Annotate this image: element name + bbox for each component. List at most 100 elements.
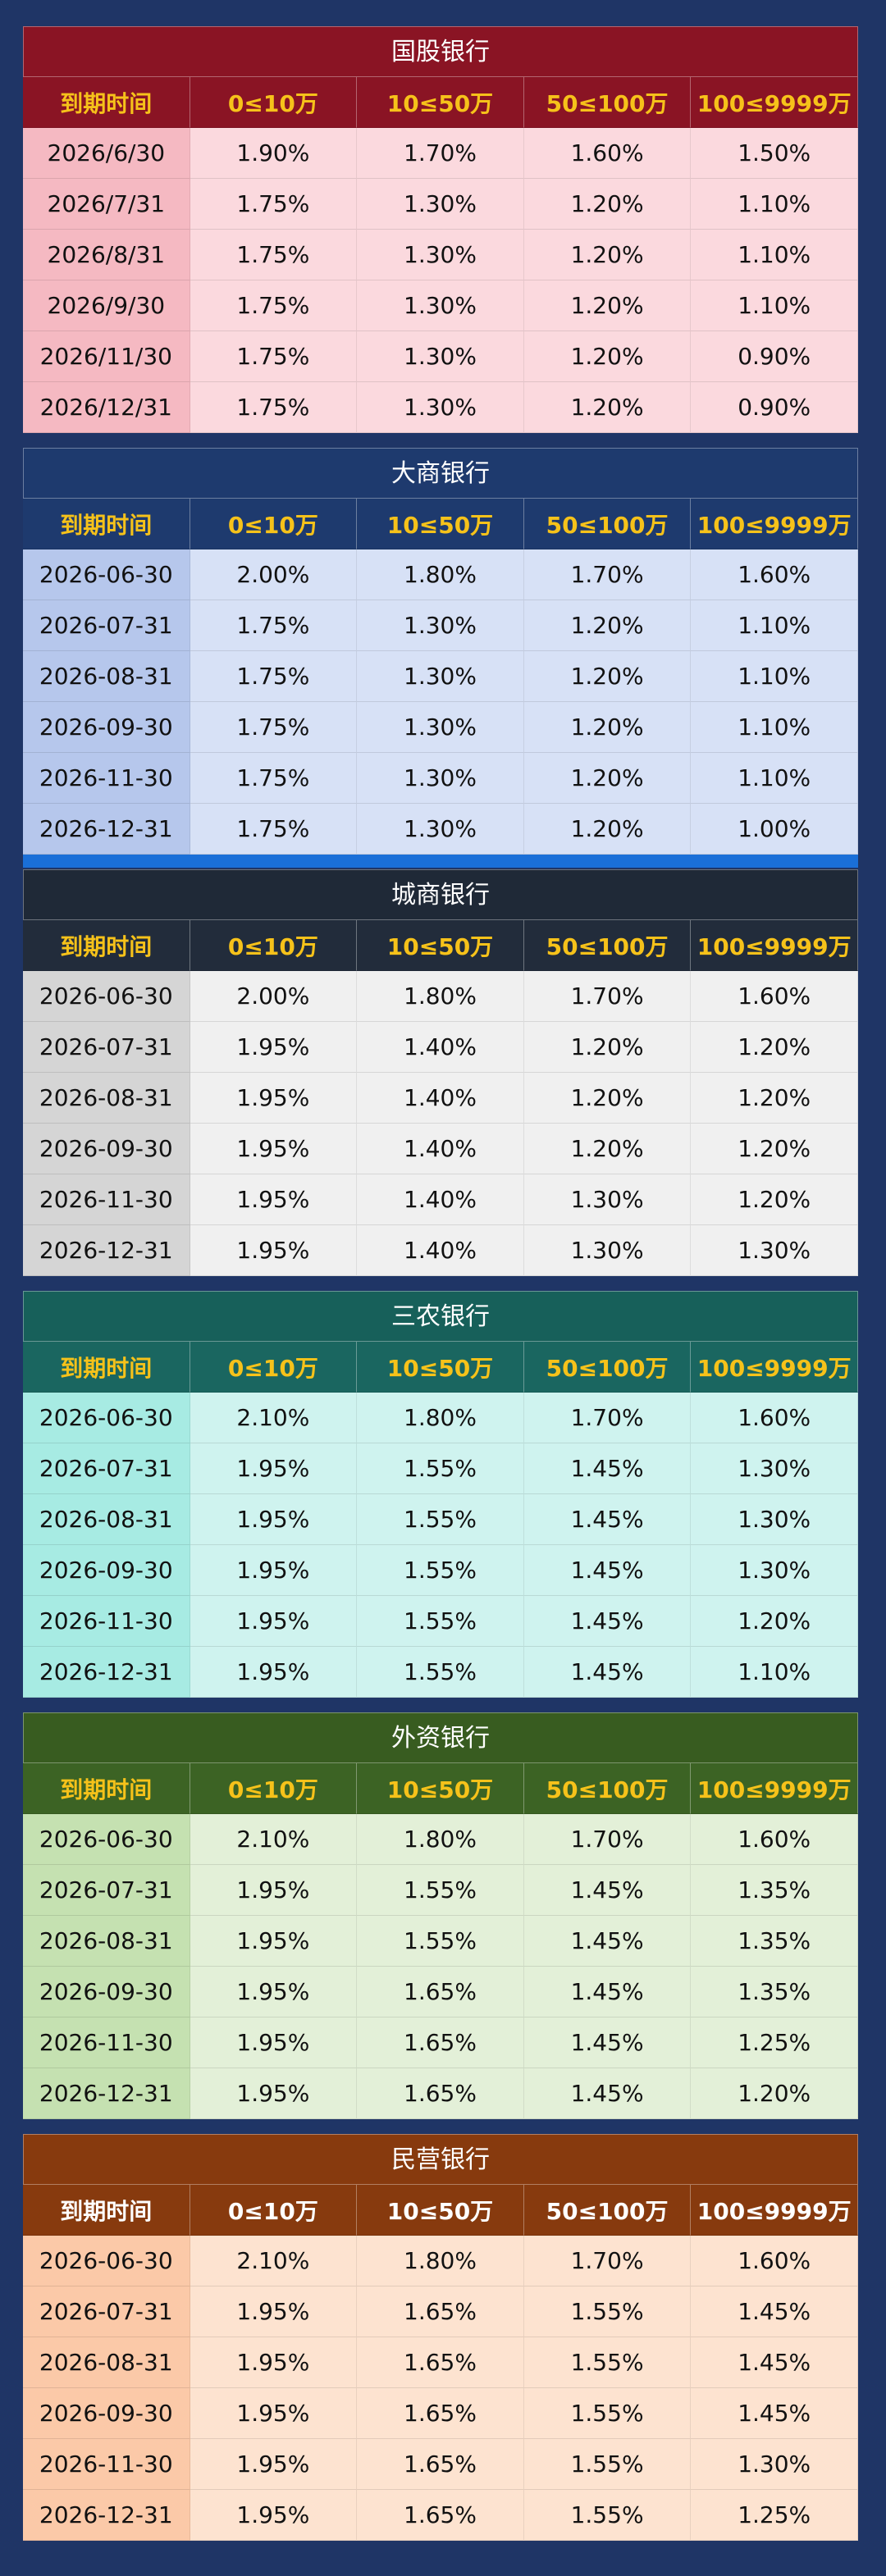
data-row: 2026-06-30 2.00% 1.80% 1.70% 1.60% — [23, 971, 858, 1022]
table-title: 三农银行 — [23, 1291, 858, 1342]
rate-cell: 1.95% — [190, 1916, 358, 1967]
rate-cell: 1.55% — [357, 1545, 524, 1596]
rate-cell: 2.10% — [190, 2236, 358, 2286]
data-row: 2026-08-31 1.75% 1.30% 1.20% 1.10% — [23, 651, 858, 702]
rate-cell: 1.20% — [523, 179, 692, 230]
rate-cell: 1.75% — [190, 651, 358, 702]
rate-cell: 1.60% — [691, 549, 858, 600]
rate-cell: 1.95% — [190, 2017, 358, 2068]
rate-cell: 1.60% — [691, 2236, 858, 2286]
data-row: 2026/12/31 1.75% 1.30% 1.20% 0.90% — [23, 382, 858, 433]
rate-cell: 1.35% — [691, 1967, 858, 2017]
rate-cell: 1.30% — [357, 753, 524, 804]
rate-cell: 1.10% — [691, 753, 858, 804]
rate-cell: 1.30% — [691, 1545, 858, 1596]
rate-cell: 1.20% — [691, 1124, 858, 1174]
rate-cell: 1.95% — [190, 2337, 358, 2388]
rate-cell: 1.20% — [523, 331, 692, 382]
header-cell: 到期时间 — [23, 1763, 190, 1814]
data-row: 2026-09-30 1.95% 1.65% 1.55% 1.45% — [23, 2388, 858, 2439]
date-cell: 2026-07-31 — [23, 2286, 190, 2337]
header-cell: 0≤10万 — [190, 2185, 358, 2236]
date-cell: 2026-11-30 — [23, 2439, 190, 2490]
rate-cell: 1.80% — [357, 971, 524, 1022]
date-cell: 2026-12-31 — [23, 2068, 190, 2119]
rate-cell: 1.95% — [190, 2388, 358, 2439]
rate-cell: 1.55% — [357, 1443, 524, 1494]
rate-cell: 1.20% — [523, 702, 692, 753]
header-cell: 10≤50万 — [357, 920, 524, 971]
rate-cell: 1.65% — [357, 2490, 524, 2541]
rate-cell: 1.95% — [190, 1865, 358, 1916]
rate-cell: 1.70% — [357, 128, 524, 179]
rate-cell: 1.55% — [357, 1494, 524, 1545]
date-cell: 2026-11-30 — [23, 753, 190, 804]
rate-cell: 0.90% — [691, 382, 858, 433]
rate-cell: 1.45% — [523, 2068, 692, 2119]
rate-cell: 1.65% — [357, 2439, 524, 2490]
rate-cell: 1.75% — [190, 280, 358, 331]
rate-cell: 1.80% — [357, 2236, 524, 2286]
date-cell: 2026-11-30 — [23, 1596, 190, 1647]
header-cell: 到期时间 — [23, 2185, 190, 2236]
rate-cell: 1.55% — [523, 2439, 692, 2490]
date-cell: 2026/11/30 — [23, 331, 190, 382]
table-title: 民营银行 — [23, 2134, 858, 2185]
date-cell: 2026-06-30 — [23, 2236, 190, 2286]
data-row: 2026-12-31 1.95% 1.40% 1.30% 1.30% — [23, 1225, 858, 1276]
rate-cell: 1.95% — [190, 1225, 358, 1276]
data-row: 2026/7/31 1.75% 1.30% 1.20% 1.10% — [23, 179, 858, 230]
rate-cell: 1.90% — [190, 128, 358, 179]
rate-cell: 1.30% — [523, 1174, 692, 1225]
rate-cell: 1.20% — [691, 1073, 858, 1124]
date-cell: 2026/9/30 — [23, 280, 190, 331]
rate-cell: 1.75% — [190, 804, 358, 855]
date-cell: 2026/7/31 — [23, 179, 190, 230]
date-cell: 2026-06-30 — [23, 1814, 190, 1865]
date-cell: 2026-12-31 — [23, 2490, 190, 2541]
header-row: 到期时间 0≤10万 10≤50万 50≤100万 100≤9999万 — [23, 920, 858, 971]
rate-cell: 1.10% — [691, 230, 858, 280]
data-row: 2026-06-30 2.00% 1.80% 1.70% 1.60% — [23, 549, 858, 600]
rate-cell: 2.00% — [190, 549, 358, 600]
rate-cell: 1.20% — [523, 651, 692, 702]
header-cell: 0≤10万 — [190, 499, 358, 549]
header-cell: 到期时间 — [23, 920, 190, 971]
rate-cell: 1.30% — [357, 600, 524, 651]
rate-cell: 1.45% — [523, 1596, 692, 1647]
date-cell: 2026-09-30 — [23, 702, 190, 753]
date-cell: 2026-07-31 — [23, 1022, 190, 1073]
rate-cell: 1.95% — [190, 2490, 358, 2541]
header-cell: 50≤100万 — [523, 499, 692, 549]
date-cell: 2026/12/31 — [23, 382, 190, 433]
rate-cell: 1.75% — [190, 702, 358, 753]
rate-cell: 1.30% — [357, 804, 524, 855]
date-cell: 2026-09-30 — [23, 2388, 190, 2439]
rate-cell: 1.60% — [691, 1393, 858, 1443]
rate-cell: 1.80% — [357, 1814, 524, 1865]
rate-cell: 1.20% — [691, 1022, 858, 1073]
header-cell: 10≤50万 — [357, 1763, 524, 1814]
rate-table: 民营银行 到期时间 0≤10万 10≤50万 50≤100万 100≤9999万 2026-… — [23, 2134, 858, 2541]
rate-cell: 1.30% — [357, 382, 524, 433]
rate-cell: 1.40% — [357, 1073, 524, 1124]
rate-cell: 1.95% — [190, 1124, 358, 1174]
rate-table: 国股银行 到期时间 0≤10万 10≤50万 50≤100万 100≤9999万 2026/… — [23, 26, 858, 433]
rate-cell: 1.10% — [691, 600, 858, 651]
date-cell: 2026-06-30 — [23, 1393, 190, 1443]
data-row: 2026-08-31 1.95% 1.55% 1.45% 1.35% — [23, 1916, 858, 1967]
rate-cell: 1.40% — [357, 1225, 524, 1276]
rate-cell: 1.20% — [523, 804, 692, 855]
rate-cell: 1.20% — [691, 2068, 858, 2119]
rate-cell: 2.00% — [190, 971, 358, 1022]
rate-cell: 1.30% — [691, 1225, 858, 1276]
rate-cell: 1.75% — [190, 230, 358, 280]
rate-table: 外资银行 到期时间 0≤10万 10≤50万 50≤100万 100≤9999万 2026-… — [23, 1712, 858, 2119]
rate-cell: 1.45% — [523, 1865, 692, 1916]
date-cell: 2026-09-30 — [23, 1545, 190, 1596]
date-cell: 2026-12-31 — [23, 1647, 190, 1698]
rate-cell: 1.95% — [190, 1647, 358, 1698]
data-row: 2026-07-31 1.95% 1.65% 1.55% 1.45% — [23, 2286, 858, 2337]
rate-cell: 1.60% — [691, 1814, 858, 1865]
